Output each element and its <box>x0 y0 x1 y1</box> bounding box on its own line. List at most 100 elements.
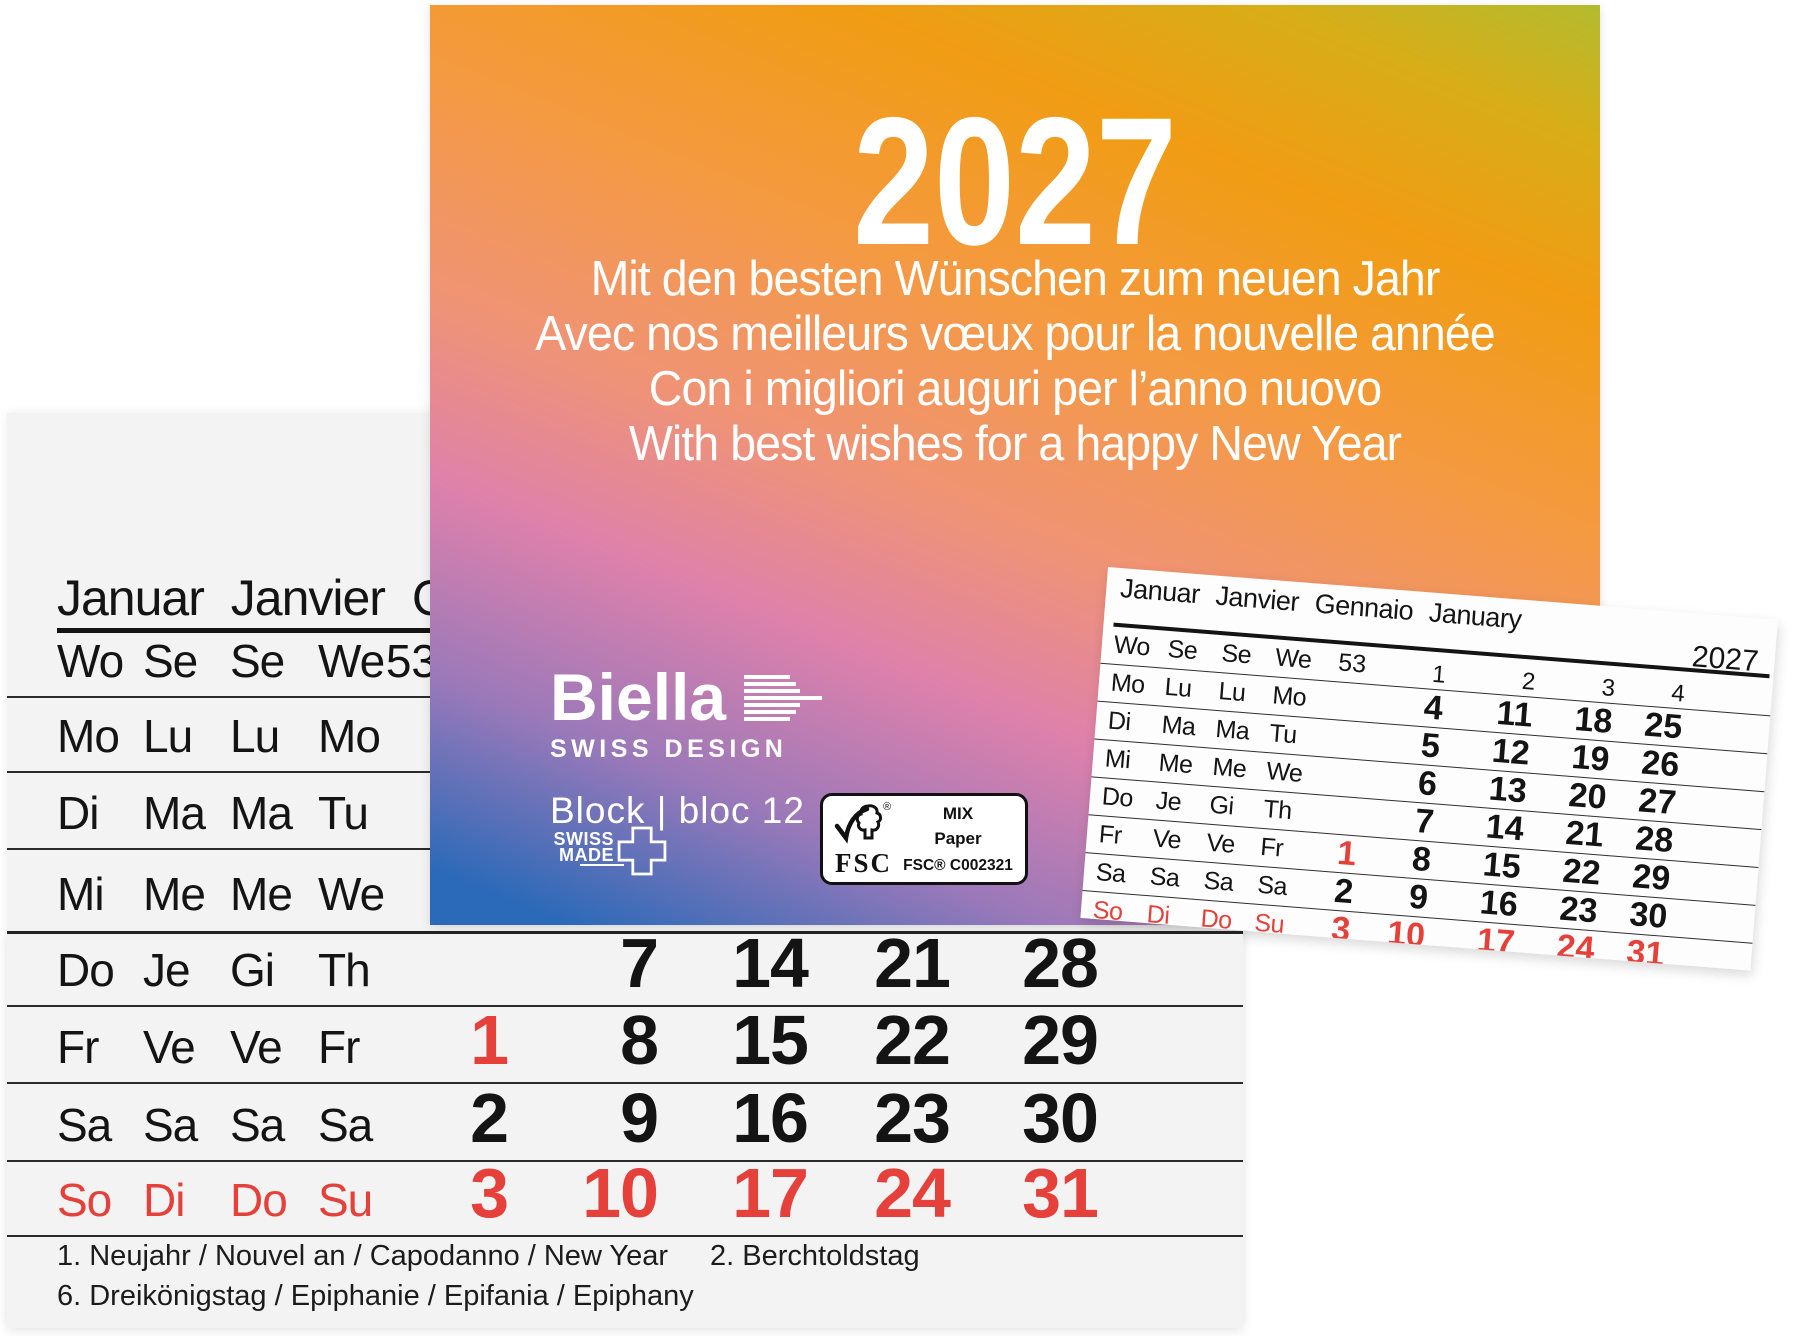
fsc-acronym: FSC <box>835 848 893 878</box>
day-label: Ma <box>1160 710 1197 742</box>
day-label: Ve <box>1151 824 1183 855</box>
biella-lines-icon <box>744 675 823 724</box>
wish-german: Mit den besten Wünschen zum neuen Jahr <box>590 252 1441 306</box>
sunday-date: 24 <box>874 1154 951 1232</box>
day-label: Fr <box>318 1021 360 1073</box>
day-label: Wo <box>1112 630 1151 662</box>
day-label: We <box>1265 757 1304 788</box>
wish-english: With best wishes for a happy New Year <box>628 417 1402 471</box>
day-label: Se <box>230 635 285 687</box>
sunday-date: 10 <box>1385 914 1427 955</box>
date: 9 <box>620 1079 659 1157</box>
swiss-cross-icon <box>617 826 667 876</box>
day-label: Me <box>1157 748 1194 780</box>
day-label: Tu <box>318 787 369 839</box>
fsc-label: ® FSC MIX Paper FSC® C002321 <box>820 793 1028 885</box>
fsc-mix: MIX <box>942 804 974 823</box>
day-label: Ma <box>230 787 293 839</box>
day-label: Ma <box>1214 714 1251 746</box>
wish-italian: Con i migliori auguri per l’anno nuovo <box>648 362 1382 416</box>
date: 22 <box>874 1001 951 1079</box>
date: 7 <box>620 924 659 1002</box>
row-saturday: Sa Sa Sa Sa 2 9 16 23 30 <box>7 1079 1243 1162</box>
day-label: Me <box>230 868 293 920</box>
footnote-epiphany: 6. Dreikönigstag / Epiphanie / Epifania … <box>57 1280 694 1312</box>
day-label: Lu <box>1163 672 1193 703</box>
fsc-registered-mark: ® <box>883 801 891 813</box>
greeting-wishes: Mit den besten Wünschen zum neuen Jahr A… <box>459 252 1571 472</box>
wish-french: Avec nos meilleurs vœux pour la nouvelle… <box>535 307 1495 361</box>
day-label: Mi <box>1103 744 1132 775</box>
fsc-text-block: MIX Paper FSC® C002321 <box>897 804 1019 875</box>
day-label: Me <box>1211 752 1248 784</box>
day-label: Sa <box>1094 858 1127 889</box>
day-label-sunday: Su <box>318 1174 373 1226</box>
greeting-card: 2027 Mit den besten Wünschen zum neuen J… <box>430 5 1600 925</box>
day-label: Wo <box>57 635 124 687</box>
row-friday: Fr Ve Ve Fr 1 8 15 22 29 <box>7 1001 1243 1084</box>
day-label: Je <box>143 944 191 996</box>
product-name: Block | bloc 12 <box>550 790 805 831</box>
biella-wordmark: Biella <box>550 660 727 734</box>
day-label: Ve <box>1205 828 1236 859</box>
day-label-sunday: Di <box>143 1174 185 1226</box>
date: 23 <box>874 1079 951 1157</box>
day-label: Se <box>1166 634 1199 666</box>
greeting-year: 2027 <box>853 79 1177 283</box>
mini-calendar-card: Januar Janvier Gennaio January 2027 Wo S… <box>1080 567 1778 971</box>
swiss-made-mark: SWISS MADE <box>550 825 670 885</box>
biella-tagline: SWISS DESIGN <box>550 735 788 763</box>
sunday-date: 31 <box>1625 932 1666 971</box>
sunday-date: 24 <box>1555 927 1596 969</box>
sunday-date: 3 <box>1329 909 1352 950</box>
holiday-footnotes: 1. Neujahr / Nouvel an / Capodanno / New… <box>57 1240 920 1313</box>
day-label: Ma <box>143 787 206 839</box>
day-label: Mo <box>1109 668 1146 700</box>
sunday-date: 31 <box>1022 1154 1099 1232</box>
date: 2 <box>470 1079 509 1157</box>
sunday-date: 10 <box>582 1154 659 1232</box>
week-number: 53 <box>385 635 437 687</box>
day-label: Mo <box>1271 681 1308 712</box>
day-label: Di <box>57 787 99 839</box>
day-label-sunday: Do <box>230 1174 288 1226</box>
day-label: Do <box>57 944 115 996</box>
footnote-berchtoldstag: 2. Berchtoldstag <box>710 1240 920 1272</box>
day-label: Fr <box>1097 820 1123 850</box>
swiss-made-rule <box>580 864 624 866</box>
mini-calendar-rows: Wo Se Se We 53 1 2 3 4 Mo Lu Lu Mo 4 11 … <box>1080 625 1774 971</box>
day-label: Mo <box>57 710 120 762</box>
sunday-date: 3 <box>470 1154 509 1232</box>
swiss-made-word1: SWISS <box>553 829 614 849</box>
fsc-code: FSC® C002321 <box>903 857 1013 874</box>
day-label: Je <box>1154 786 1183 817</box>
day-label: Fr <box>57 1021 99 1073</box>
day-label: Gi <box>1208 790 1235 821</box>
day-label-sunday: So <box>57 1174 112 1226</box>
day-label: Ve <box>143 1021 196 1073</box>
front-calendar-lower-section: Do Je Gi Th 7 14 21 28 Fr Ve Ve Fr 1 8 1… <box>7 924 1243 1328</box>
day-label: We <box>1274 643 1313 675</box>
day-label: Di <box>1106 706 1132 737</box>
row-thursday: Do Je Gi Th 7 14 21 28 <box>7 924 1243 1007</box>
date: 15 <box>732 1001 809 1079</box>
day-label: Sa <box>1202 866 1235 897</box>
day-label: Sa <box>230 1099 285 1151</box>
day-label: Ve <box>230 1021 283 1073</box>
footnote-line-1: 1. Neujahr / Nouvel an / Capodanno / New… <box>57 1240 920 1273</box>
day-label: Lu <box>230 710 280 762</box>
day-label: Sa <box>143 1099 198 1151</box>
swiss-made-label: SWISS MADE <box>550 829 614 864</box>
day-label: Se <box>1220 639 1253 670</box>
sunday-date: 17 <box>1475 921 1517 963</box>
day-label: Lu <box>143 710 193 762</box>
day-label: Mo <box>318 710 381 762</box>
date: 8 <box>620 1001 659 1079</box>
row-sunday: So Di Do Su 3 10 17 24 31 <box>7 1154 1243 1237</box>
day-label: Do <box>1100 782 1134 813</box>
date: 28 <box>1022 924 1099 1002</box>
day-label: We <box>318 868 385 920</box>
day-label: Se <box>143 635 198 687</box>
date: 16 <box>732 1079 809 1157</box>
date: 30 <box>1022 1079 1099 1157</box>
